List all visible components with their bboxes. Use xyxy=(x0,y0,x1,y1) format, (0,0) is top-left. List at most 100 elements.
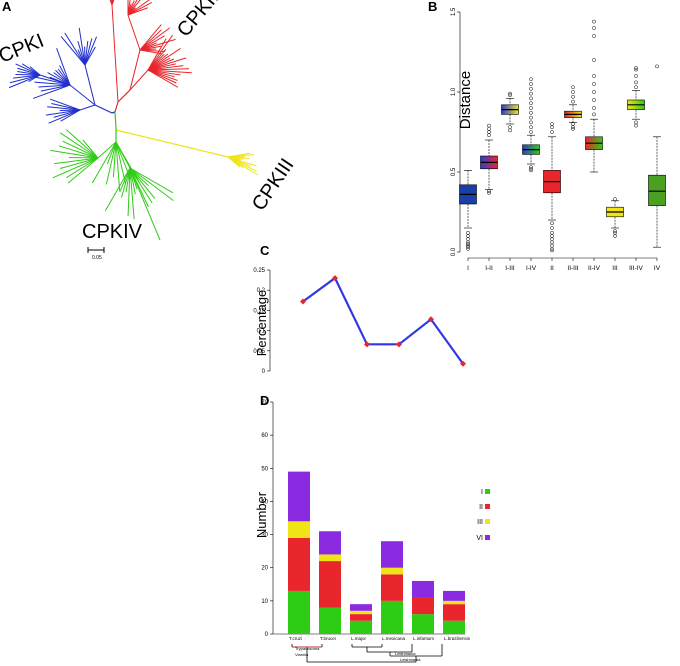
tree-leaf-cpk4 xyxy=(54,157,99,165)
bar-segment-i xyxy=(381,600,403,634)
line-y-tick-label: 0.15 xyxy=(253,308,265,314)
legend-swatch-i xyxy=(485,489,490,494)
tree-leaf-cpk2 xyxy=(127,0,141,16)
tree-leaf-cpk2 xyxy=(139,38,176,51)
tree-leaf-cpk1 xyxy=(35,76,71,86)
tree-leaf-cpk4 xyxy=(58,145,99,159)
tree-leaf-cpk2 xyxy=(147,65,184,71)
bar-segment-iii xyxy=(350,610,372,615)
tree-leaf-cpk4 xyxy=(115,141,131,180)
box-outlier xyxy=(529,166,533,171)
tree-leaf-cpk2 xyxy=(139,27,171,51)
tree-leaf-cpk1 xyxy=(60,36,86,66)
box-body xyxy=(648,174,666,206)
tree-leaf-cpk1 xyxy=(53,109,81,118)
box-x-tick-label: II-III xyxy=(567,265,578,272)
bar-segment-vi xyxy=(381,541,403,568)
box-outlier xyxy=(529,91,533,96)
clade-label-cpk1: CPKI xyxy=(0,30,47,68)
box-outlier xyxy=(529,106,533,110)
tree-leaf-cpk4 xyxy=(129,167,149,208)
tree-leaf-cpk2 xyxy=(147,48,181,71)
line-y-tick-label: 0 xyxy=(262,369,266,375)
tree-leaf-cpk1 xyxy=(84,46,96,66)
box-outlier xyxy=(487,190,491,195)
box-y-tick-label: 1.0 xyxy=(451,87,457,96)
tree-leaf-cpk1 xyxy=(45,109,81,116)
tree-leaf-cpk1 xyxy=(9,74,41,84)
box-outlier xyxy=(529,86,533,91)
bar-y-axis-label: Number xyxy=(254,491,269,538)
tree-leaf-cpk4 xyxy=(67,157,99,184)
box-outlier xyxy=(529,77,533,82)
box-outlier xyxy=(592,58,596,62)
bar-y-tick-label: 10 xyxy=(261,599,268,605)
bar-segment-i xyxy=(288,590,310,634)
taxonomy-label: Trypanosoma xyxy=(295,646,320,651)
box-outlier xyxy=(571,99,575,104)
line-y-tick-label: 0.05 xyxy=(253,349,265,355)
bar-segment-i xyxy=(350,620,372,634)
bar-x-tick-label: L.major xyxy=(351,636,367,641)
box-outlier xyxy=(508,91,512,96)
tree-branch-cpk2 xyxy=(129,49,141,91)
line-y-tick-label: 0.25 xyxy=(253,268,265,274)
box-outlier xyxy=(529,125,533,130)
box-outlier xyxy=(592,74,596,78)
box-outlier xyxy=(508,93,512,98)
line-point xyxy=(300,298,306,305)
bar-x-tick-label: L.braziliensis xyxy=(444,636,471,641)
bar-segment-iii xyxy=(319,554,341,562)
bar-segment-vi xyxy=(319,531,341,555)
tree-leaf-cpk1 xyxy=(48,109,81,124)
box-outlier xyxy=(550,243,554,248)
box-x-tick-label: I-II xyxy=(485,265,493,272)
box-outlier xyxy=(592,82,596,86)
box-outlier xyxy=(487,126,491,131)
box-outlier xyxy=(571,126,575,131)
bar-y-tick-label: 30 xyxy=(261,533,268,539)
box-outlier xyxy=(655,64,659,69)
box-x-tick-label: II-IV xyxy=(588,265,601,272)
tree-branch-cpk1 xyxy=(79,104,96,111)
box-outlier xyxy=(634,74,638,78)
box-outlier xyxy=(529,82,533,86)
tree-leaf-cpk1 xyxy=(40,84,71,92)
box-x-tick-label: II xyxy=(550,265,554,272)
box-outlier xyxy=(550,221,554,226)
taxonomy-label: Leishmania xyxy=(395,651,416,656)
tree-leaf-cpk2 xyxy=(147,68,190,71)
box-outlier xyxy=(487,130,491,134)
line-series xyxy=(302,276,464,365)
bar-x-tick-label: L.infantum xyxy=(413,636,434,641)
tree-leaf-cpk1 xyxy=(34,81,71,86)
box-outlier xyxy=(550,240,554,245)
tree-leaf-cpk1 xyxy=(13,74,41,79)
legend-swatch-vi xyxy=(485,535,490,540)
line-point xyxy=(364,341,370,348)
box-outlier xyxy=(466,234,470,238)
bar-segment-vi xyxy=(288,471,310,522)
tree-branch-cpk2 xyxy=(129,69,149,91)
tree-branch-cpk1 xyxy=(84,64,96,106)
tree-leaf-cpk2 xyxy=(127,2,152,16)
line-point xyxy=(428,316,434,323)
box-outlier xyxy=(466,237,470,242)
box-outlier xyxy=(550,130,554,134)
bar-segment-ii xyxy=(412,597,434,615)
box-outlier xyxy=(466,230,470,235)
tree-leaf-cpk1 xyxy=(8,74,41,89)
tree-leaf-cpk4 xyxy=(115,141,141,184)
tree-leaf-cpk4 xyxy=(59,157,99,169)
tree-branches xyxy=(8,0,258,241)
tree-branch-root xyxy=(114,111,117,129)
bar-segment-ii xyxy=(443,604,465,621)
bar-segment-ii xyxy=(381,574,403,601)
tree-leaf-cpk3 xyxy=(227,156,241,168)
box-outlier xyxy=(508,128,512,133)
boxplot-chart: 0.0 0.5 1.0 1.5 Distance I I-II I-III I-IV II II-I… xyxy=(451,7,666,272)
tree-leaf-cpk2 xyxy=(127,7,149,16)
bar-segment-iii xyxy=(443,600,465,605)
box-outlier xyxy=(634,80,638,85)
tree-leaf-cpk1 xyxy=(84,36,98,66)
